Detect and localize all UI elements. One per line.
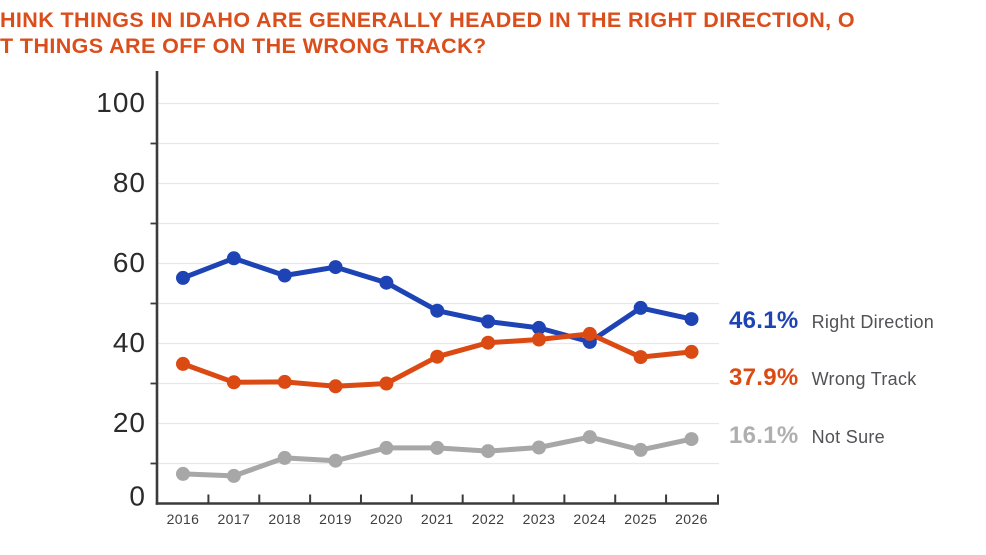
x-tick-label: 2016 (167, 511, 200, 527)
legend-value-wrong-track: 37.9% (729, 364, 799, 391)
data-point (430, 440, 445, 455)
y-tick-label: 40 (113, 327, 146, 358)
data-point (277, 450, 292, 465)
gridlines (158, 102, 719, 465)
data-point (582, 326, 597, 341)
y-tick-label: 80 (113, 167, 146, 198)
x-tick-label: 2022 (472, 511, 505, 527)
y-tick-label: 60 (113, 247, 146, 278)
legend-label-not-sure: Not Sure (811, 427, 885, 447)
markers-right-direction (176, 251, 699, 349)
x-tick-label: 2024 (573, 511, 606, 527)
y-tick-labels: 0 20 40 60 80 100 (96, 87, 146, 512)
data-point (481, 335, 496, 350)
data-point (226, 468, 241, 483)
x-tick-label: 2025 (624, 511, 657, 527)
data-point (430, 349, 445, 364)
x-tick-label: 2023 (523, 511, 556, 527)
y-tick-label: 0 (129, 480, 146, 511)
data-point (226, 375, 241, 390)
chart-title: HINK THINGS IN IDAHO ARE GENERALLY HEADE… (0, 7, 986, 59)
legend-value-not-sure: 16.1% (729, 422, 799, 449)
x-tick-label: 2017 (217, 511, 250, 527)
chart-title-line1: HINK THINGS IN IDAHO ARE GENERALLY HEADE… (0, 8, 856, 32)
x-tick-labels: 2016 2017 2018 2019 2020 2021 2022 2023 2024 2025… (167, 511, 708, 527)
data-point (531, 320, 546, 335)
x-tick-label: 2019 (319, 511, 352, 527)
data-point (328, 453, 343, 468)
data-point (379, 376, 394, 391)
axes (150, 71, 719, 505)
x-tick-label: 2018 (268, 511, 301, 527)
markers-not-sure (176, 430, 699, 483)
data-point (633, 300, 648, 315)
x-tick-label: 2026 (675, 511, 708, 527)
data-point (531, 332, 546, 347)
legend-row-wrong-track: 37.9% Wrong Track (729, 364, 917, 392)
data-point (277, 374, 292, 389)
data-point (176, 466, 190, 481)
data-point (176, 270, 190, 285)
data-point (481, 444, 496, 459)
legend-label-wrong-track: Wrong Track (811, 369, 917, 389)
data-point (328, 379, 343, 394)
data-point (633, 442, 648, 457)
data-point (531, 440, 546, 455)
data-point (684, 312, 699, 327)
legend-value-right-direction: 46.1% (729, 307, 799, 334)
data-point (633, 350, 648, 365)
data-point (684, 344, 699, 359)
data-point (430, 303, 445, 318)
x-tick-label: 2021 (421, 511, 454, 527)
line-right-direction (180, 255, 694, 345)
x-tick-label: 2020 (370, 511, 403, 527)
data-point (582, 430, 597, 445)
data-point (684, 432, 699, 447)
data-point (379, 275, 394, 290)
data-point (481, 314, 496, 329)
data-point (176, 356, 190, 371)
markers-wrong-track (176, 326, 699, 394)
data-point (328, 260, 343, 275)
legend-label-right-direction: Right Direction (811, 312, 935, 332)
y-tick-label: 20 (113, 407, 146, 438)
chart-title-line2: T THINGS ARE OFF ON THE WRONG TRACK? (0, 34, 487, 58)
data-point (226, 251, 241, 266)
y-tick-label: 100 (96, 87, 146, 118)
legend-row-not-sure: 16.1% Not Sure (729, 422, 885, 450)
data-point (379, 440, 394, 455)
data-point (277, 268, 292, 283)
legend-row-right-direction: 46.1% Right Direction (729, 307, 934, 335)
